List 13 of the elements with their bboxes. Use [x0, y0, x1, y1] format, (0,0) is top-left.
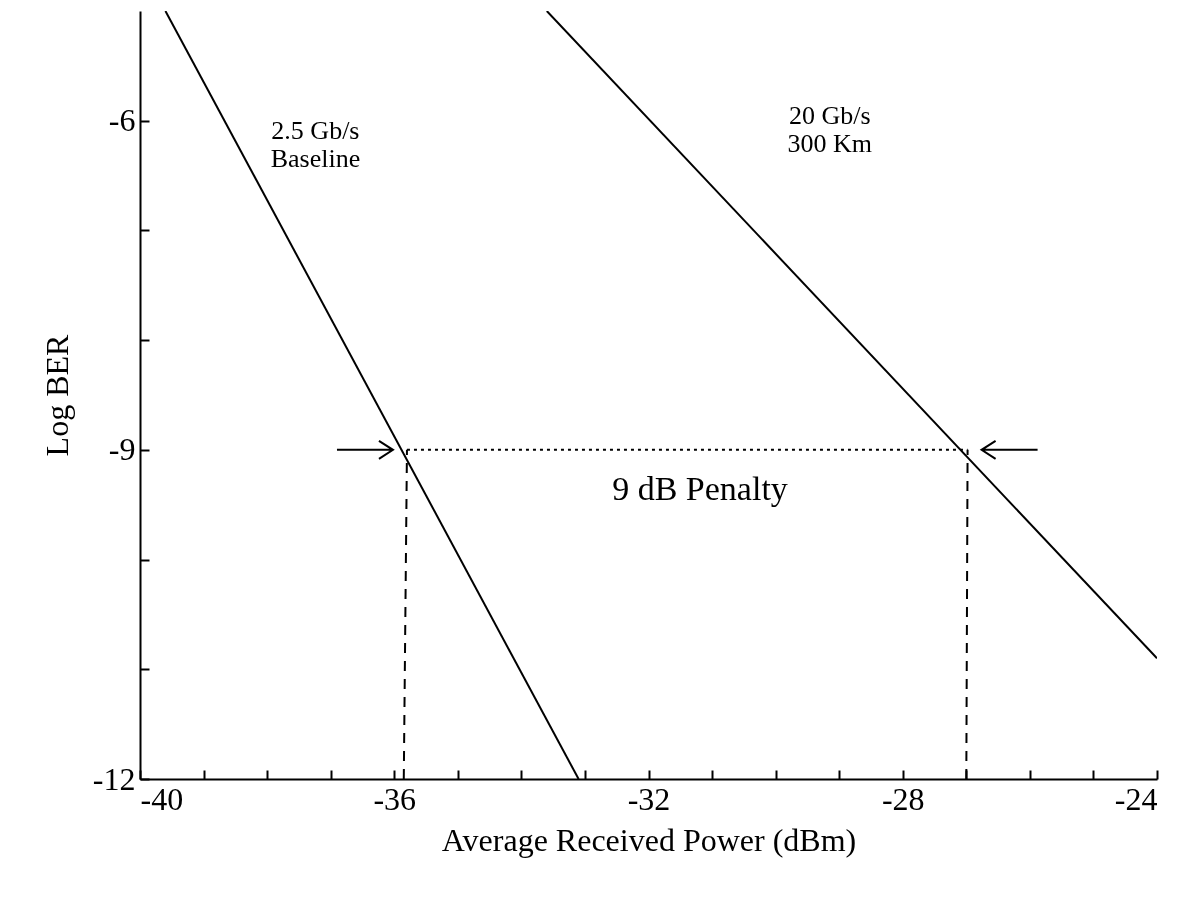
y-tick-label: -12 [92, 760, 136, 797]
x-tick-label: -32 [627, 780, 671, 817]
annotation: 9 dB Penalty [612, 470, 788, 507]
x-tick-label: -24 [1114, 780, 1158, 817]
series-label: 2.5 Gb/s Baseline [270, 116, 361, 173]
y-tick-label: -9 [108, 431, 136, 468]
text: 20 Gb/s 300 Km [787, 101, 873, 158]
y-tick-label: -6 [108, 102, 136, 139]
x-axis-title: Average Received Power (dBm) [441, 821, 857, 858]
x-tick-label: -36 [373, 780, 417, 817]
y-axis-title: Log BER [38, 333, 75, 457]
x-tick-label: -40 [140, 780, 184, 817]
x-tick-label: -28 [881, 780, 925, 817]
